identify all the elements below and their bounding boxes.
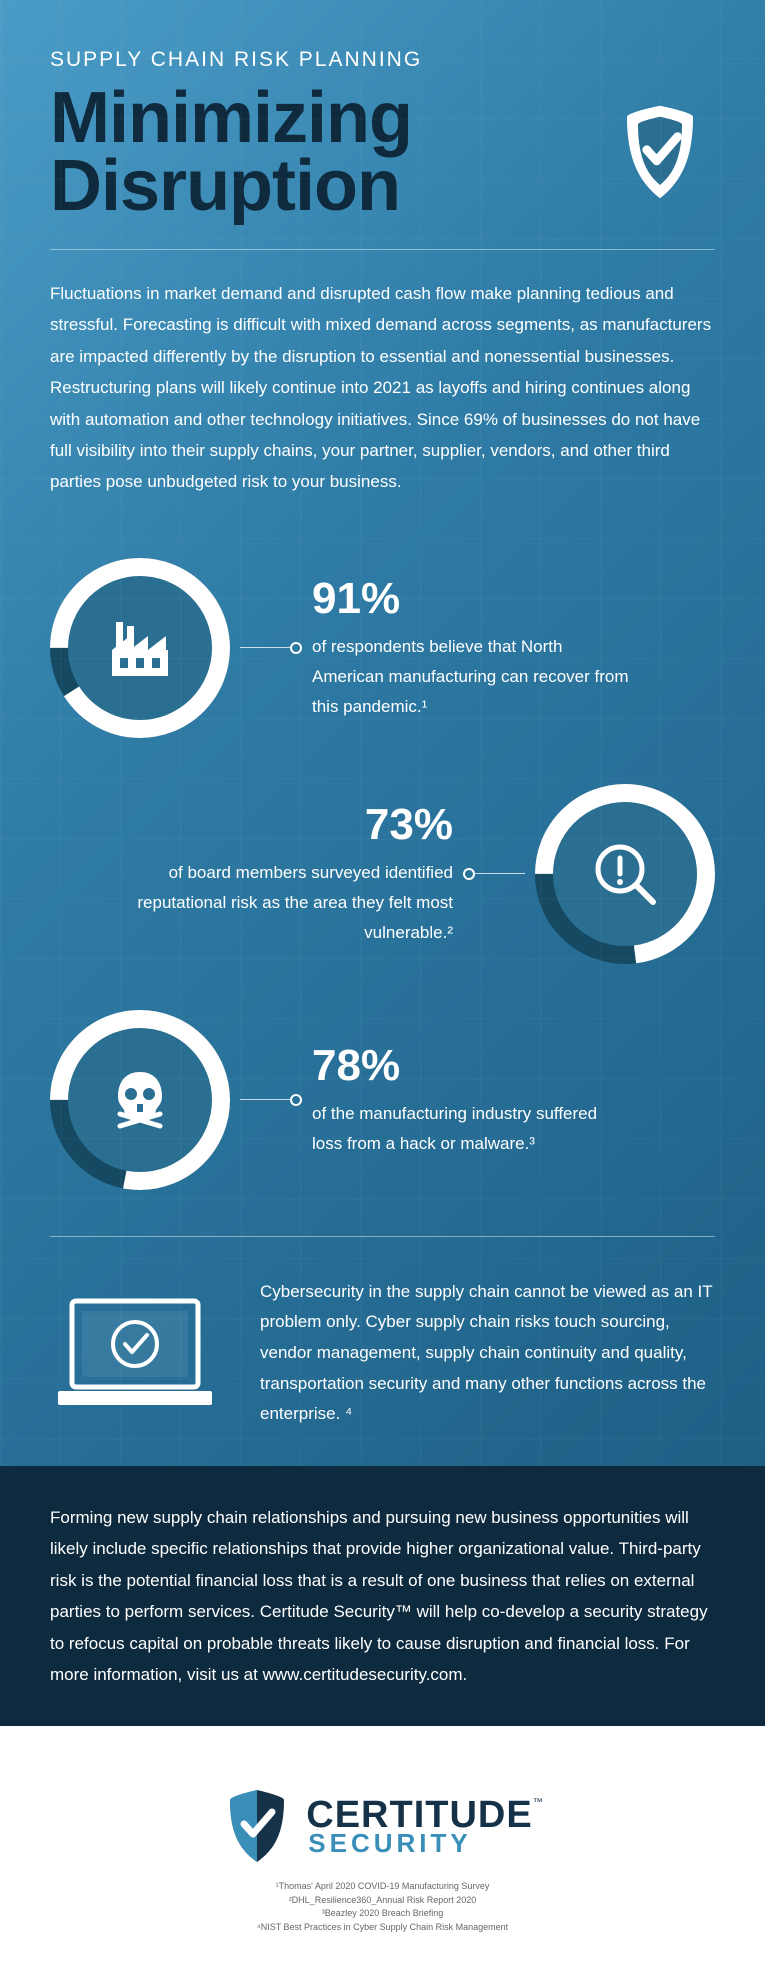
stat-text: 73% of board members surveyed identified… [133,800,453,947]
closing-band: Forming new supply chain relationships a… [0,1466,765,1727]
stats-container: 91% of respondents believe that North Am… [50,558,715,1190]
stat-text: 91% of respondents believe that North Am… [312,574,632,721]
eyebrow: SUPPLY CHAIN RISK PLANNING [50,48,715,72]
divider [50,249,715,250]
stat-row: 73% of board members surveyed identified… [50,784,715,964]
closing-text: Forming new supply chain relationships a… [50,1508,708,1684]
hero-section: SUPPLY CHAIN RISK PLANNING Minimizing Di… [0,0,765,1466]
stat-percent: 73% [133,800,453,850]
donut-chart [50,1010,230,1190]
stat-percent: 91% [312,574,632,624]
stat-row: 91% of respondents believe that North Am… [50,558,715,738]
connector [240,642,302,654]
laptop-callout-text: Cybersecurity in the supply chain cannot… [260,1277,715,1430]
stat-row: 78% of the manufacturing industry suffer… [50,1010,715,1190]
logo-text: CERTITUDE™ SECURITY [306,1798,542,1856]
divider [50,1236,715,1237]
connector [240,1094,302,1106]
donut-chart [535,784,715,964]
donut-chart [50,558,230,738]
donut-wrap [50,1010,230,1190]
footer: CERTITUDE™ SECURITY ¹Thomas' April 2020 … [0,1726,765,1984]
laptop-check-icon [50,1293,220,1413]
shield-check-icon [605,97,715,207]
citations: ¹Thomas' April 2020 COVID-19 Manufacturi… [50,1880,715,1934]
stat-percent: 78% [312,1041,632,1091]
stat-text: 78% of the manufacturing industry suffer… [312,1041,632,1159]
stat-description: of respondents believe that North Americ… [312,632,632,721]
stat-description: of the manufacturing industry suffered l… [312,1099,632,1159]
stat-description: of board members surveyed identified rep… [133,858,453,947]
title-row: Minimizing Disruption [50,84,715,221]
citation-line: ²DHL_Resilience360_Annual Risk Report 20… [50,1894,715,1908]
infographic-page: SUPPLY CHAIN RISK PLANNING Minimizing Di… [0,0,765,1984]
citation-line: ¹Thomas' April 2020 COVID-19 Manufacturi… [50,1880,715,1894]
title-line-2: Disruption [50,146,400,226]
connector [463,868,525,880]
page-title: Minimizing Disruption [50,84,412,221]
trademark: ™ [533,1797,543,1808]
shield-icon [222,1786,292,1866]
donut-wrap [535,784,715,964]
intro-paragraph: Fluctuations in market demand and disrup… [50,278,715,498]
brand-logo: CERTITUDE™ SECURITY [222,1786,542,1866]
donut-wrap [50,558,230,738]
citation-line: ⁴NIST Best Practices in Cyber Supply Cha… [50,1921,715,1935]
laptop-callout: Cybersecurity in the supply chain cannot… [50,1277,715,1430]
citation-line: ³Beazley 2020 Breach Briefing [50,1907,715,1921]
